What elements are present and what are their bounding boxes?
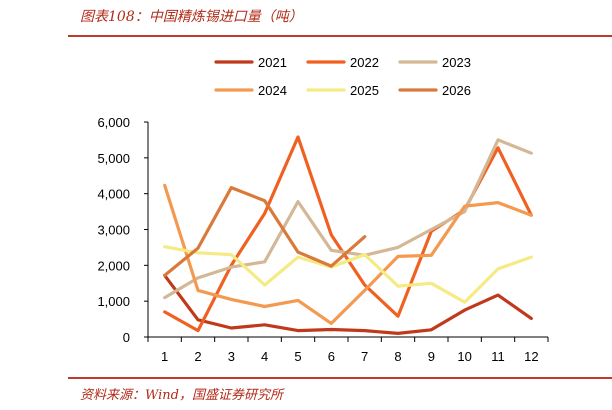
bottom-rule [68, 377, 612, 379]
series-line-2025 [163, 245, 533, 304]
y-tick-label: 1,000 [97, 294, 130, 309]
y-tick-label: 5,000 [97, 151, 130, 166]
legend-label-2026: 2026 [442, 83, 471, 98]
source-note: 资料来源：Wind，国盛证券研究所 [80, 388, 283, 403]
series-line-2023 [163, 138, 533, 300]
x-tick-label: 7 [361, 349, 368, 364]
legend-label-2021: 2021 [258, 55, 287, 70]
x-tick-label: 10 [457, 349, 471, 364]
series-line-2022 [163, 135, 533, 333]
legend-label-2023: 2023 [442, 55, 471, 70]
x-tick-label: 9 [428, 349, 435, 364]
series-line-2026 [163, 186, 367, 277]
x-tick-label: 11 [491, 349, 505, 364]
top-rule [68, 35, 612, 37]
legend-label-2024: 2024 [258, 83, 287, 98]
x-tick-label: 5 [294, 349, 301, 364]
y-tick-label: 2,000 [97, 258, 130, 273]
chart-title: 图表108：中国精炼锡进口量（吨） [80, 9, 303, 25]
x-tick-label: 3 [228, 349, 235, 364]
legend-label-2022: 2022 [350, 55, 379, 70]
series-line-2021 [163, 273, 533, 335]
y-tick-label: 3,000 [97, 223, 130, 238]
x-tick-label: 12 [524, 349, 538, 364]
x-tick-label: 2 [194, 349, 201, 364]
x-tick-label: 1 [161, 349, 168, 364]
x-tick-label: 6 [328, 349, 335, 364]
y-tick-label: 6,000 [97, 115, 130, 130]
legend: 2021 2022 2023 2024 2025 2026 [214, 55, 471, 98]
series-line-2024 [163, 183, 533, 325]
legend-label-2025: 2025 [350, 83, 379, 98]
y-tick-label: 4,000 [97, 187, 130, 202]
x-tick-label: 4 [261, 349, 268, 364]
y-tick-label: 0 [123, 330, 130, 345]
x-tick-label: 8 [394, 349, 401, 364]
series-lines [163, 135, 533, 335]
